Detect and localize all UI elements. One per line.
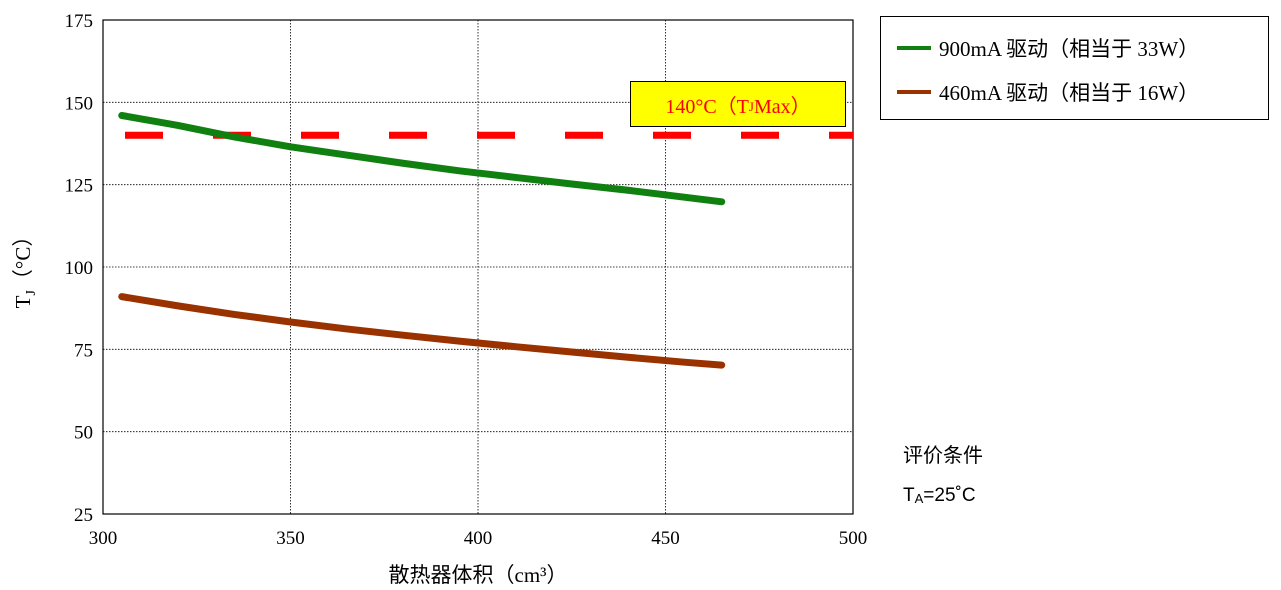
plot-frame (102, 19, 854, 515)
y-tick-labels: 25 50 75 100 125 150 175 (65, 11, 94, 526)
ta-suffix: =25˚C (923, 485, 976, 506)
y-tick-label: 100 (65, 258, 94, 279)
y-axis-title-group: TJ（°C） (11, 226, 39, 309)
y-tick-label: 25 (74, 505, 93, 526)
y-tick-label: 150 (65, 93, 94, 114)
y-tick-label: 175 (65, 11, 94, 32)
y-tick-label: 125 (65, 176, 94, 197)
tj-max-label-suffix: Max） (753, 95, 811, 118)
legend-item-900ma: 900mA 驱动（相当于 33W） (897, 33, 1199, 63)
conditions-ambient-temp: TA=25˚C (903, 476, 983, 516)
tj-max-label-text: 140°C（T (665, 95, 749, 118)
x-tick-label: 400 (464, 528, 493, 549)
ta-sub: A (914, 491, 924, 506)
x-tick-labels: 300 350 400 450 500 (89, 528, 868, 549)
legend-label-900ma: 900mA 驱动（相当于 33W） (939, 37, 1200, 61)
series-lines (118, 112, 726, 369)
x-tick-label: 350 (276, 528, 305, 549)
series-line-1 (118, 293, 726, 369)
x-tick-label: 450 (651, 528, 680, 549)
legend-swatch-460ma (897, 90, 931, 94)
legend: 900mA 驱动（相当于 33W） 460mA 驱动（相当于 16W） (880, 16, 1269, 120)
y-axis-title: TJ（°C） (11, 226, 39, 309)
evaluation-conditions: 评价条件 TA=25˚C (903, 436, 983, 516)
legend-label-460ma: 460mA 驱动（相当于 16W） (939, 81, 1200, 105)
x-axis-title: 散热器体积（cm³） (389, 563, 568, 587)
legend-swatch-900ma (897, 46, 931, 50)
x-tick-label: 300 (89, 528, 118, 549)
series-line-0 (118, 112, 726, 206)
y-tick-label: 50 (74, 423, 93, 444)
y-tick-label: 75 (74, 340, 93, 361)
tj-max-label: 140°C（T J Max） (630, 81, 846, 127)
legend-item-460ma: 460mA 驱动（相当于 16W） (897, 77, 1199, 107)
ta-prefix: T (903, 485, 915, 506)
conditions-title: 评价条件 (903, 445, 983, 467)
tj-max-label-sub: J (748, 99, 754, 114)
x-tick-label: 500 (839, 528, 868, 549)
